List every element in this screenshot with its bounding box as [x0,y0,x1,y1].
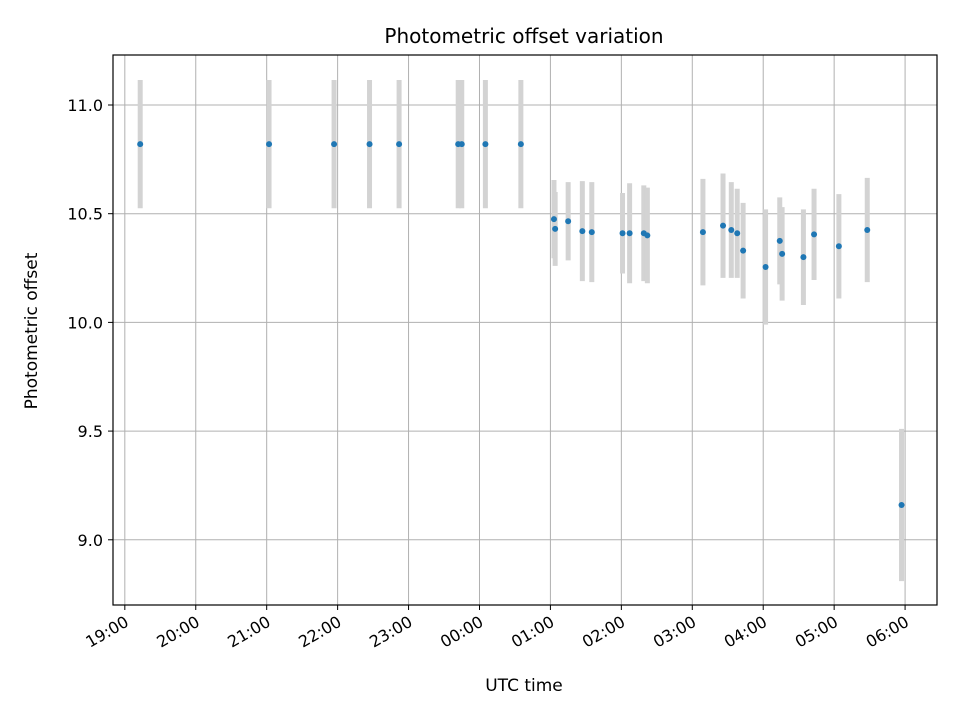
chart-title: Photometric offset variation [384,24,663,48]
data-point [644,232,651,239]
y-axis-label: Photometric offset [22,252,42,409]
data-points [137,141,905,508]
data-point [800,254,807,261]
data-point [776,237,783,244]
y-tick-label: 9.0 [78,531,103,550]
data-point [458,141,465,148]
y-tick-label: 10.0 [67,313,103,332]
data-point [864,227,871,233]
data-point [835,243,842,250]
data-point [898,502,905,508]
data-point [517,141,524,148]
y-tick-label: 10.5 [67,205,103,224]
data-point [619,230,626,237]
data-point [331,141,338,148]
data-point [811,231,818,238]
data-point [266,141,273,148]
plot-frame [112,54,938,606]
y-axis-ticks: 9.0 9.5 10.0 10.5 11.0 [67,96,113,550]
data-point [137,141,144,148]
grid [113,55,937,605]
data-point [482,141,489,148]
data-point [626,230,633,237]
data-point [550,216,557,223]
data-point [588,229,595,236]
data-point [366,141,373,148]
data-point [565,218,572,225]
data-point [579,228,586,235]
data-point [720,222,727,229]
data-point [779,250,786,257]
data-point [740,247,747,254]
data-point [728,227,735,233]
data-point [699,229,706,236]
y-tick-label: 11.0 [67,96,103,115]
data-point [396,141,403,148]
data-point [734,230,741,237]
data-point [762,263,769,270]
y-tick-label: 9.5 [78,422,103,441]
data-point [552,225,559,232]
x-axis-label: UTC time [485,676,563,696]
